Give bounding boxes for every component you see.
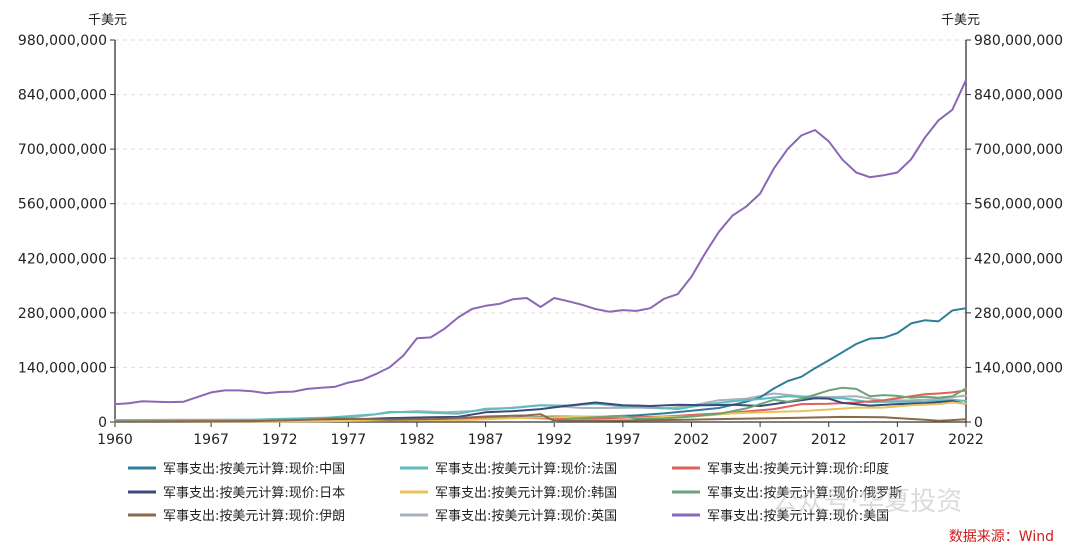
x-tick-label: 2002 — [674, 432, 710, 448]
legend-label: 军事支出:按美元计算:现价:韩国 — [435, 486, 617, 501]
y-tick-label-left: 560,000,000 — [18, 197, 107, 213]
axes: 0 0 140,000,000 140,000,000 280,000,000 280,0… — [18, 33, 1063, 448]
legend-label: 军事支出:按美元计算:现价:美国 — [707, 509, 889, 524]
legend-label: 军事支出:按美元计算:现价:中国 — [163, 462, 345, 477]
right-unit-label: 千美元 — [941, 13, 980, 28]
y-tick-label-right: 700,000,000 — [974, 142, 1063, 158]
x-tick-label: 1987 — [468, 432, 504, 448]
y-tick-label-right: 140,000,000 — [974, 360, 1063, 376]
y-tick-label-right: 420,000,000 — [974, 251, 1063, 267]
x-tick-label: 2012 — [811, 432, 847, 448]
y-tick-label-right: 280,000,000 — [974, 306, 1063, 322]
x-tick-label: 1977 — [331, 432, 367, 448]
x-tick-label: 2022 — [948, 432, 984, 448]
series-line — [114, 397, 967, 423]
watermark: 公众号·华夏投资 — [772, 487, 962, 517]
x-tick-label: 1982 — [399, 432, 435, 448]
x-tick-label: 2017 — [880, 432, 916, 448]
y-tick-label-right: 0 — [974, 415, 983, 431]
series-line — [114, 395, 967, 422]
x-tick-label: 2007 — [742, 432, 778, 448]
series-lines — [114, 79, 967, 423]
series-line — [512, 307, 967, 419]
x-tick-label: 1967 — [193, 432, 229, 448]
legend-label: 军事支出:按美元计算:现价:法国 — [435, 462, 617, 477]
y-tick-label-right: 980,000,000 — [974, 33, 1063, 49]
legend-label: 军事支出:按美元计算:现价:日本 — [163, 486, 345, 501]
x-tick-label: 1997 — [605, 432, 641, 448]
y-tick-label-right: 840,000,000 — [974, 88, 1063, 104]
legend: 军事支出:按美元计算:现价:中国 军事支出:按美元计算:现价:法国 军事支出:按美元… — [128, 461, 902, 524]
y-tick-label-left: 140,000,000 — [18, 360, 107, 376]
y-tick-label-left: 980,000,000 — [18, 33, 107, 49]
left-unit-label: 千美元 — [88, 13, 127, 28]
x-tick-label: 1992 — [536, 432, 572, 448]
data-source-label: 数据来源：Wind — [949, 529, 1054, 545]
y-tick-label-left: 280,000,000 — [18, 306, 107, 322]
y-tick-label-left: 420,000,000 — [18, 251, 107, 267]
gridlines — [115, 39, 966, 368]
series-line — [553, 386, 967, 423]
y-tick-label-right: 560,000,000 — [974, 197, 1063, 213]
legend-label: 军事支出:按美元计算:现价:印度 — [707, 461, 889, 477]
x-tick-label: 1972 — [262, 432, 298, 448]
y-tick-label-left: 0 — [98, 415, 107, 431]
y-tick-label-left: 840,000,000 — [18, 88, 107, 104]
series-line — [114, 413, 967, 423]
legend-label: 军事支出:按美元计算:现价:伊朗 — [163, 509, 345, 524]
legend-label: 军事支出:按美元计算:现价:俄罗斯 — [707, 486, 902, 501]
legend-label: 军事支出:按美元计算:现价:英国 — [435, 509, 617, 524]
x-tick-label: 1960 — [97, 432, 133, 448]
y-tick-label-left: 700,000,000 — [18, 142, 107, 158]
series-line — [114, 79, 967, 406]
